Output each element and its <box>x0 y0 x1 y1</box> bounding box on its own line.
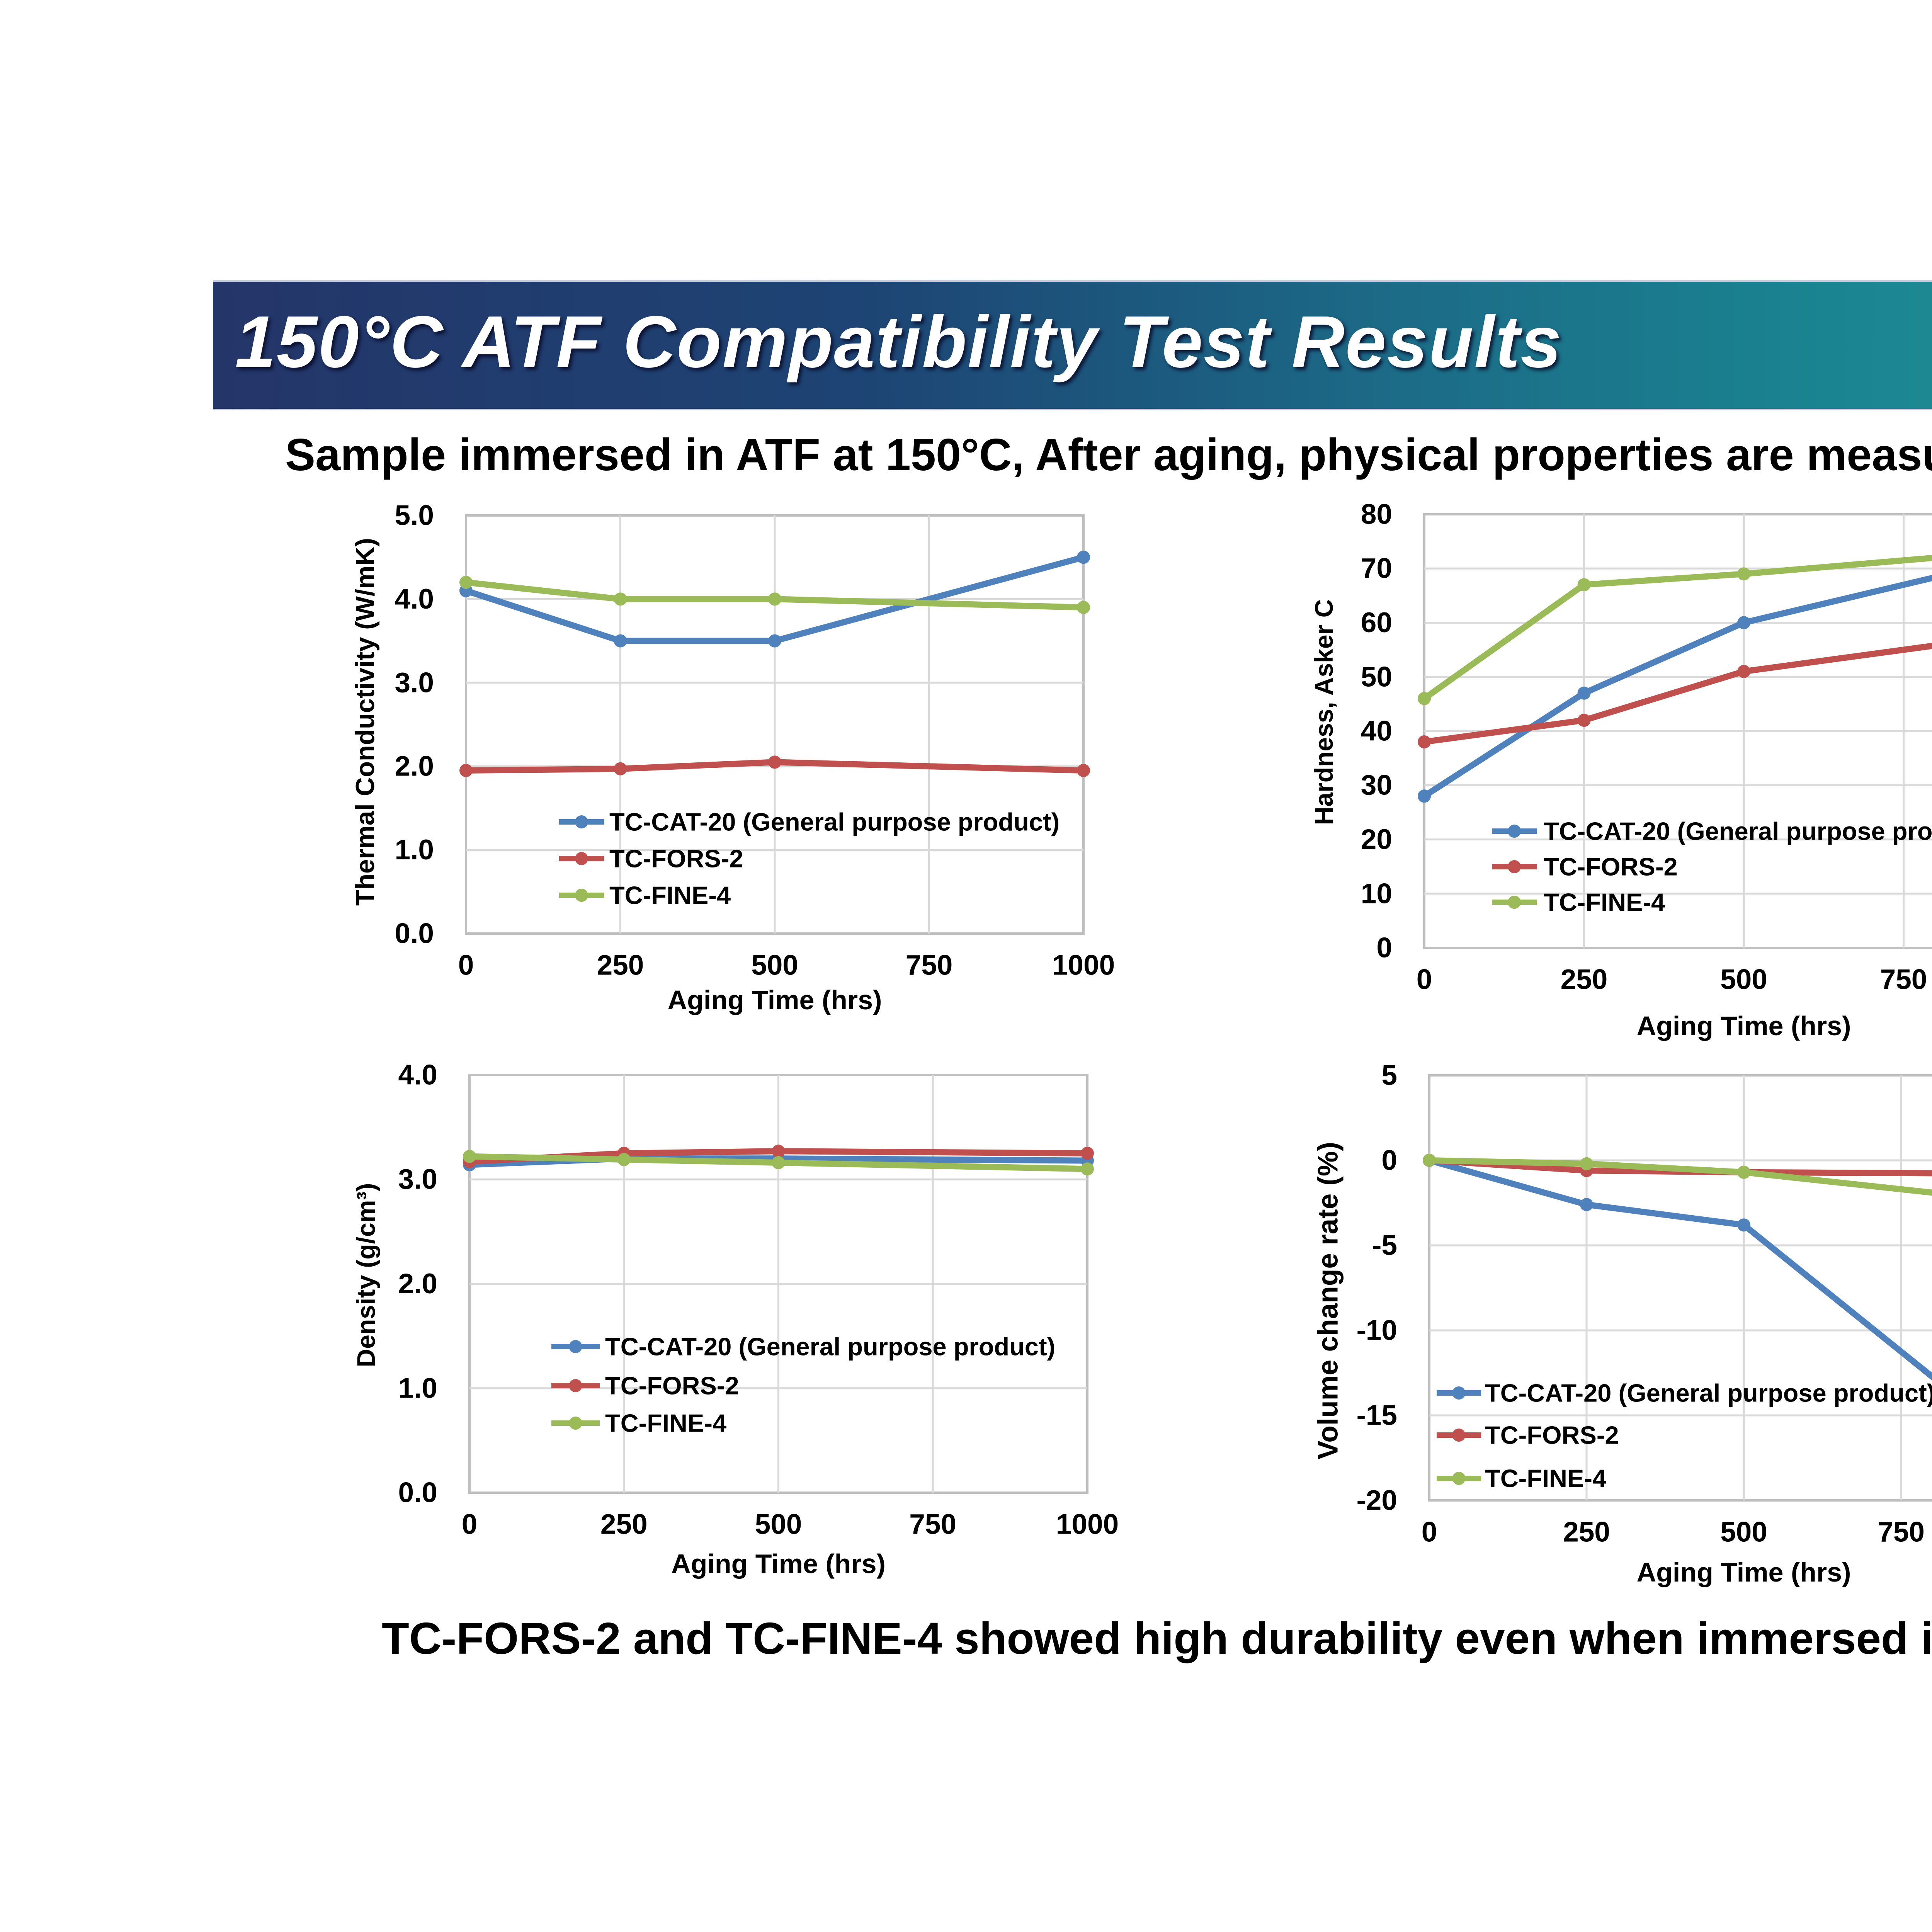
svg-text:Thermal Conductivity (W/mK): Thermal Conductivity (W/mK) <box>350 538 380 906</box>
svg-text:5.0: 5.0 <box>395 500 434 531</box>
svg-text:10: 10 <box>1361 878 1392 909</box>
svg-text:TC-FINE-4: TC-FINE-4 <box>1544 888 1665 917</box>
svg-text:0: 0 <box>1422 1517 1437 1548</box>
svg-text:1000: 1000 <box>1052 950 1115 981</box>
svg-text:TC-FINE-4: TC-FINE-4 <box>1485 1464 1606 1493</box>
svg-text:0: 0 <box>1376 932 1392 964</box>
svg-text:750: 750 <box>909 1509 956 1540</box>
svg-text:3.0: 3.0 <box>398 1164 437 1195</box>
svg-text:TC-CAT-20 (General purpose pro: TC-CAT-20 (General purpose product) <box>1485 1379 1932 1407</box>
svg-text:500: 500 <box>1720 964 1767 995</box>
svg-text:TC-CAT-20 (General purpose pro: TC-CAT-20 (General purpose product) <box>609 808 1060 836</box>
svg-text:Volume change rate (%): Volume change rate (%) <box>1313 1142 1344 1459</box>
svg-text:750: 750 <box>1878 1517 1925 1548</box>
svg-text:Aging Time (hrs): Aging Time (hrs) <box>1637 1557 1851 1587</box>
svg-text:250: 250 <box>1563 1517 1610 1548</box>
svg-text:TC-CAT-20 (General purpose pro: TC-CAT-20 (General purpose product) <box>605 1333 1055 1361</box>
svg-text:Aging Time (hrs): Aging Time (hrs) <box>671 1549 886 1579</box>
svg-text:TC-FORS-2: TC-FORS-2 <box>1485 1421 1619 1449</box>
svg-text:2.0: 2.0 <box>395 751 434 782</box>
svg-text:0.0: 0.0 <box>395 918 434 949</box>
svg-text:0: 0 <box>1417 964 1432 995</box>
svg-text:Density (g/cm³): Density (g/cm³) <box>352 1183 380 1367</box>
svg-text:TC-FINE-4: TC-FINE-4 <box>605 1409 726 1437</box>
svg-text:0: 0 <box>458 950 474 981</box>
svg-text:3.0: 3.0 <box>395 667 434 698</box>
svg-text:250: 250 <box>597 950 644 981</box>
svg-text:-15: -15 <box>1356 1400 1397 1431</box>
svg-text:500: 500 <box>755 1509 802 1540</box>
svg-text:TC-FINE-4: TC-FINE-4 <box>609 881 731 910</box>
svg-text:500: 500 <box>751 950 798 981</box>
svg-text:0: 0 <box>1381 1145 1397 1176</box>
svg-text:0: 0 <box>462 1509 478 1540</box>
svg-text:Aging Time (hrs): Aging Time (hrs) <box>668 985 882 1015</box>
svg-text:0.0: 0.0 <box>398 1477 437 1509</box>
svg-text:4.0: 4.0 <box>398 1060 437 1091</box>
svg-text:40: 40 <box>1361 716 1392 747</box>
svg-text:250: 250 <box>1561 964 1608 995</box>
svg-text:-20: -20 <box>1356 1485 1397 1516</box>
svg-text:TC-FORS-2: TC-FORS-2 <box>605 1372 739 1400</box>
svg-text:1000: 1000 <box>1056 1509 1119 1540</box>
svg-text:20: 20 <box>1361 824 1392 855</box>
svg-text:750: 750 <box>1880 964 1927 995</box>
svg-text:TC-FORS-2: TC-FORS-2 <box>609 845 743 873</box>
svg-text:Aging Time (hrs): Aging Time (hrs) <box>1637 1011 1851 1041</box>
svg-text:5: 5 <box>1381 1060 1397 1091</box>
svg-text:-10: -10 <box>1356 1315 1397 1346</box>
svg-text:30: 30 <box>1361 770 1392 801</box>
svg-text:-5: -5 <box>1372 1230 1397 1261</box>
svg-text:TC-CAT-20 (General purpose pro: TC-CAT-20 (General purpose product) <box>1544 817 1932 845</box>
svg-text:2.0: 2.0 <box>398 1268 437 1299</box>
svg-text:750: 750 <box>906 950 953 981</box>
svg-text:4.0: 4.0 <box>395 583 434 615</box>
svg-text:1.0: 1.0 <box>395 834 434 866</box>
svg-text:Hardness, Asker C: Hardness, Asker C <box>1310 599 1338 825</box>
svg-text:70: 70 <box>1361 553 1392 584</box>
svg-text:TC-FORS-2: TC-FORS-2 <box>1544 853 1678 881</box>
svg-text:250: 250 <box>600 1509 648 1540</box>
svg-text:500: 500 <box>1720 1517 1767 1548</box>
svg-text:80: 80 <box>1361 499 1392 530</box>
svg-text:60: 60 <box>1361 607 1392 638</box>
svg-text:1.0: 1.0 <box>398 1372 437 1404</box>
svg-text:50: 50 <box>1361 661 1392 692</box>
